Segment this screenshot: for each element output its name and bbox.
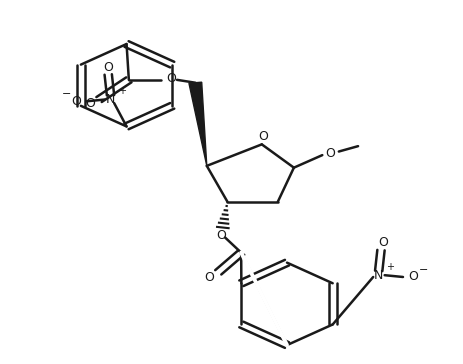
Text: O: O — [166, 72, 175, 84]
Text: N: N — [106, 93, 115, 106]
Text: +: + — [118, 86, 125, 96]
Text: O: O — [71, 95, 81, 108]
Text: −: − — [61, 89, 70, 99]
Text: O: O — [216, 229, 226, 242]
Text: +: + — [385, 262, 393, 272]
Text: N: N — [373, 269, 382, 282]
Text: O: O — [325, 147, 335, 160]
Text: −: − — [418, 265, 427, 275]
Text: O: O — [377, 237, 388, 249]
Polygon shape — [188, 82, 206, 166]
Text: O: O — [85, 97, 94, 110]
Text: O: O — [103, 61, 113, 74]
Text: O: O — [258, 130, 268, 143]
Text: O: O — [204, 271, 213, 284]
Text: O: O — [407, 270, 417, 284]
